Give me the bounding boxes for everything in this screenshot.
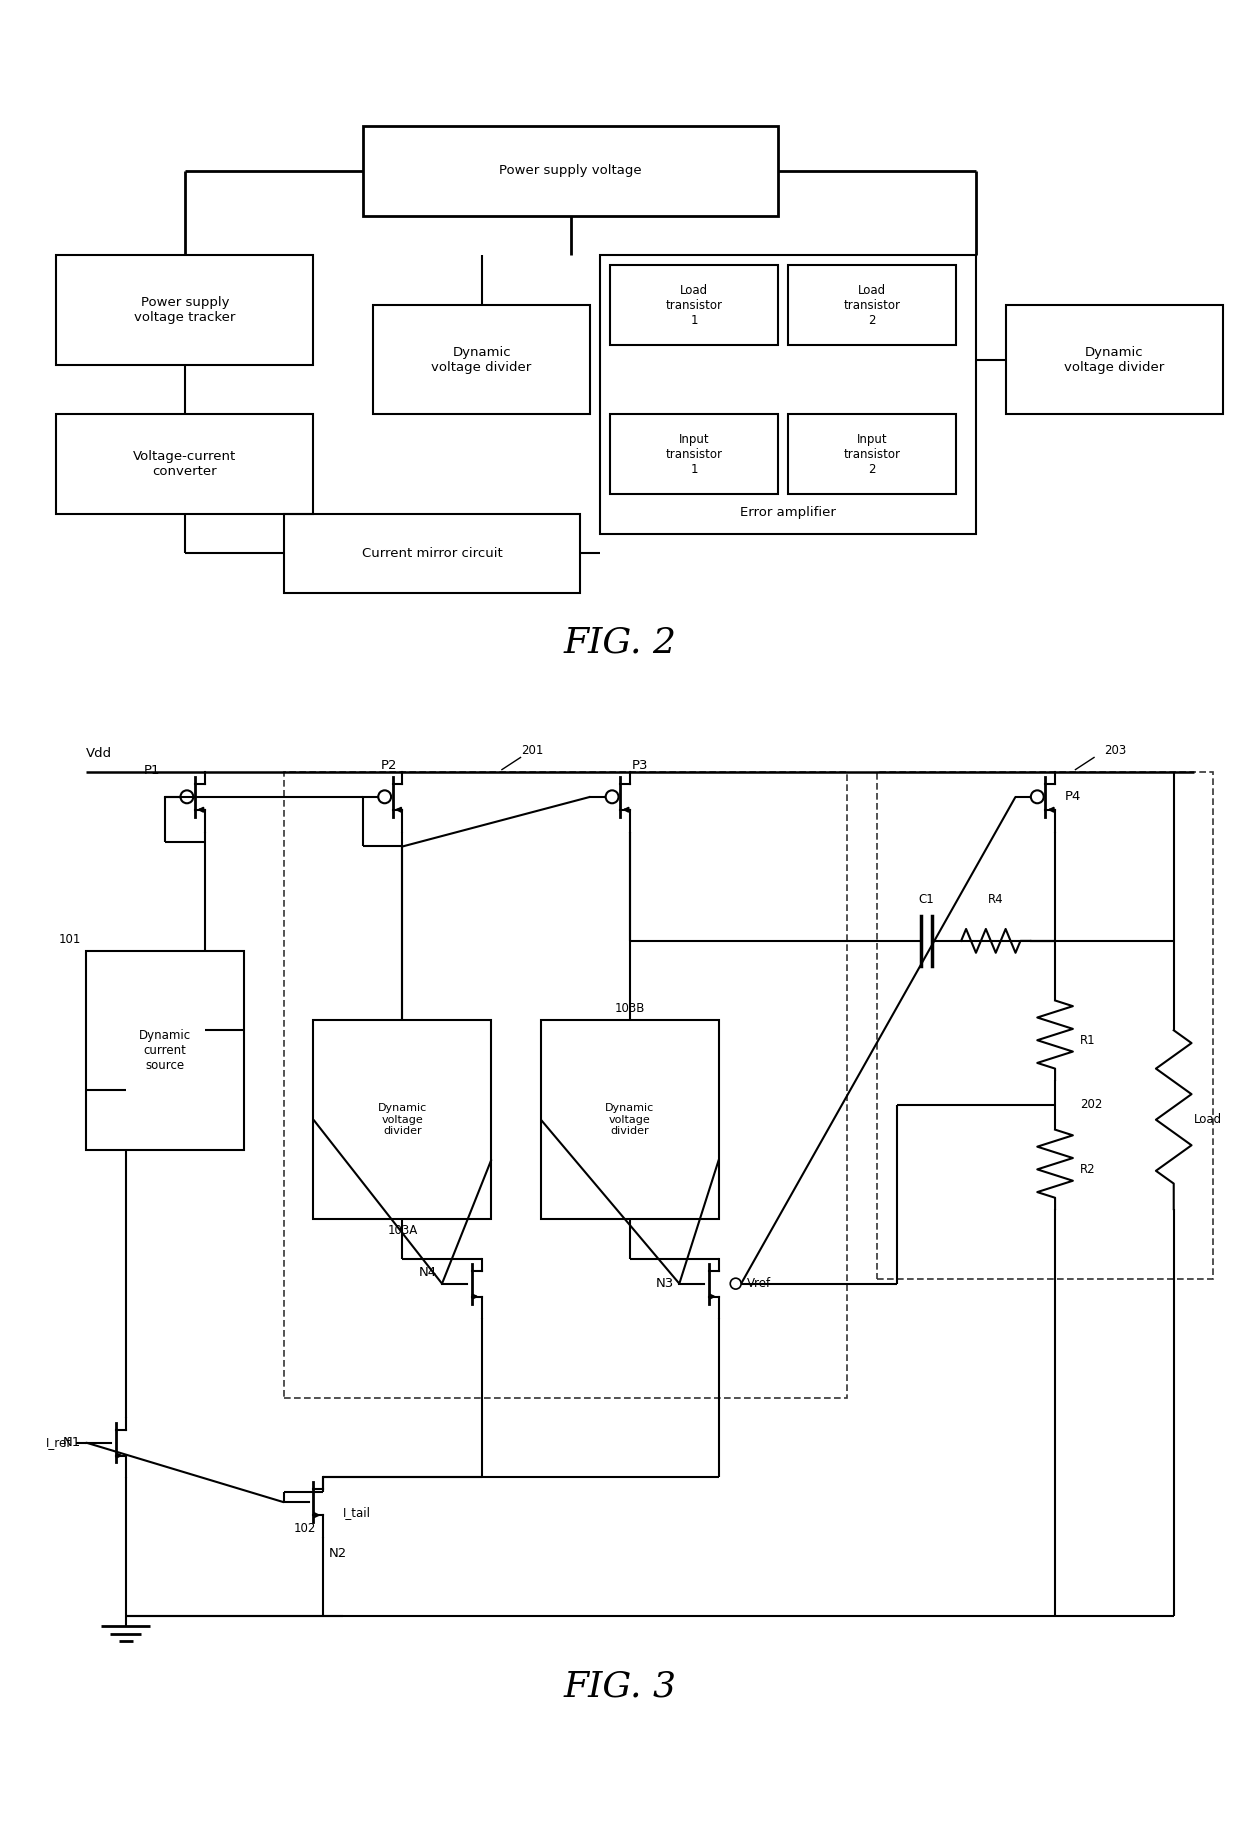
Text: Vref: Vref (746, 1277, 771, 1289)
Text: Dynamic
voltage divider: Dynamic voltage divider (432, 346, 532, 374)
Text: R4: R4 (988, 893, 1003, 906)
Text: Dynamic
voltage divider: Dynamic voltage divider (1064, 346, 1164, 374)
Text: 101: 101 (58, 932, 81, 945)
Text: Dynamic
current
source: Dynamic current source (139, 1028, 191, 1072)
Text: Voltage-current
converter: Voltage-current converter (134, 449, 237, 477)
Bar (610, 265, 779, 344)
Bar (610, 414, 779, 494)
Text: Load: Load (1194, 1113, 1221, 1125)
Text: FIG. 2: FIG. 2 (563, 626, 677, 659)
Text: Load
transistor
2: Load transistor 2 (843, 284, 900, 326)
Text: 103B: 103B (615, 1002, 645, 1015)
Text: 203: 203 (1105, 744, 1127, 757)
Text: 102: 102 (294, 1521, 316, 1534)
Bar (56, 414, 314, 514)
Text: I_tail: I_tail (343, 1505, 371, 1518)
Text: Input
transistor
1: Input transistor 1 (666, 433, 723, 475)
Bar (1006, 306, 1223, 414)
Text: N1: N1 (63, 1437, 81, 1450)
Bar (373, 306, 590, 414)
Text: 202: 202 (1080, 1098, 1102, 1111)
Text: I_ref: I_ref (46, 1437, 71, 1450)
Text: R2: R2 (1080, 1162, 1095, 1175)
Text: N2: N2 (329, 1547, 346, 1560)
Bar (284, 772, 847, 1398)
Text: Error amplifier: Error amplifier (740, 505, 836, 519)
Text: N4: N4 (419, 1265, 436, 1278)
Text: Load
transistor
1: Load transistor 1 (666, 284, 723, 326)
Bar (600, 256, 976, 534)
Text: FIG. 3: FIG. 3 (563, 1669, 677, 1704)
Text: Current mirror circuit: Current mirror circuit (362, 547, 502, 560)
Bar (541, 1020, 719, 1219)
Text: Dynamic
voltage
divider: Dynamic voltage divider (378, 1103, 427, 1137)
Text: C1: C1 (919, 893, 935, 906)
Bar (877, 772, 1213, 1278)
Text: P2: P2 (381, 759, 398, 772)
Bar (363, 125, 779, 216)
Text: R1: R1 (1080, 1033, 1095, 1046)
Bar (789, 265, 956, 344)
Text: Power supply
voltage tracker: Power supply voltage tracker (134, 297, 236, 324)
Text: 103A: 103A (387, 1225, 418, 1238)
Bar (789, 414, 956, 494)
Text: Power supply voltage: Power supply voltage (500, 164, 642, 177)
Text: P4: P4 (1065, 790, 1081, 803)
Text: P1: P1 (144, 764, 160, 777)
Text: P3: P3 (632, 759, 649, 772)
Bar (86, 950, 244, 1149)
Text: N3: N3 (656, 1277, 675, 1289)
Text: Dynamic
voltage
divider: Dynamic voltage divider (605, 1103, 655, 1137)
Bar (314, 1020, 491, 1219)
Text: Vdd: Vdd (86, 748, 112, 761)
Text: Input
transistor
2: Input transistor 2 (843, 433, 900, 475)
Bar (56, 256, 314, 365)
Text: 201: 201 (521, 744, 543, 757)
Bar (284, 514, 580, 593)
